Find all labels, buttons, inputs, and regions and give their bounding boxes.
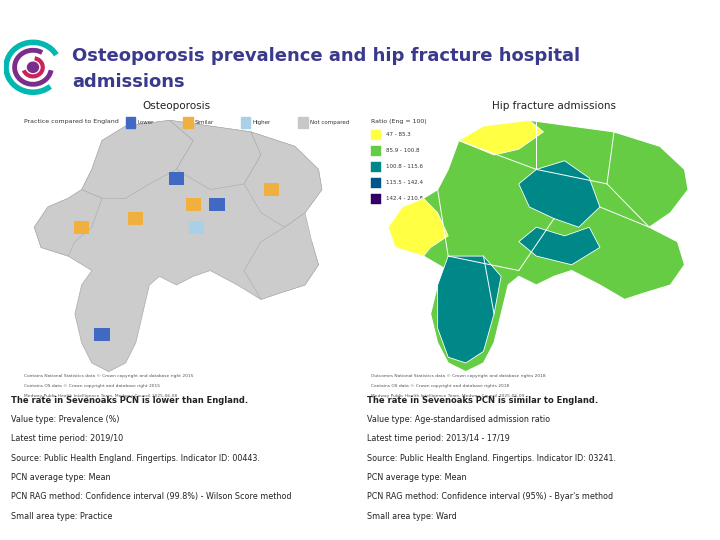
Text: Not compared: Not compared: [310, 120, 349, 125]
Text: Contains National Statistics data © Crown copyright and database right 2015: Contains National Statistics data © Crow…: [24, 374, 194, 378]
Text: Practice compared to England: Practice compared to England: [24, 119, 119, 124]
Text: Latest time period: 2019/10: Latest time period: 2019/10: [11, 434, 122, 443]
Text: Medway Public Health Intelligence Team, Medway Council 2025-06-08: Medway Public Health Intelligence Team, …: [24, 394, 177, 398]
Text: Latest time period: 2013/14 - 17/19: Latest time period: 2013/14 - 17/19: [367, 434, 510, 443]
Polygon shape: [244, 213, 318, 299]
Bar: [74, 221, 89, 234]
Text: 115.5 - 142.4: 115.5 - 142.4: [387, 180, 423, 185]
Bar: [371, 131, 381, 140]
Polygon shape: [518, 161, 600, 227]
Polygon shape: [438, 256, 501, 363]
Bar: [168, 172, 184, 185]
Text: 85.9 - 100.8: 85.9 - 100.8: [387, 148, 420, 153]
Polygon shape: [459, 120, 544, 155]
Polygon shape: [388, 198, 448, 256]
Text: 43: 43: [9, 11, 28, 24]
Polygon shape: [170, 120, 261, 190]
Text: 47 - 85.3: 47 - 85.3: [387, 132, 411, 137]
Text: 142.4 - 210.8: 142.4 - 210.8: [387, 196, 423, 201]
Bar: [186, 198, 201, 211]
Text: Contains OS data © Crown copyright and database rights 2018: Contains OS data © Crown copyright and d…: [371, 384, 509, 388]
Text: The rate in Sevenoaks PCN is lower than England.: The rate in Sevenoaks PCN is lower than …: [11, 396, 248, 405]
Polygon shape: [388, 120, 688, 372]
Text: Similar: Similar: [195, 120, 215, 125]
Text: Osteoporosis prevalence and hip fracture hospital: Osteoporosis prevalence and hip fracture…: [72, 47, 580, 65]
Text: Contains OS data © Crown copyright and database right 2015: Contains OS data © Crown copyright and d…: [24, 384, 161, 388]
Text: Ratio (Eng = 100): Ratio (Eng = 100): [371, 119, 426, 124]
Text: PCN RAG method: Confidence interval (99.8%) - Wilson Score method: PCN RAG method: Confidence interval (99.…: [11, 492, 291, 501]
Bar: [240, 117, 250, 127]
Bar: [371, 162, 381, 172]
Bar: [210, 198, 225, 211]
Text: Hip fracture admissions: Hip fracture admissions: [492, 101, 616, 111]
Polygon shape: [244, 132, 322, 227]
Text: Medway Public Health Intelligence Team, Medway Council 2025-05-09: Medway Public Health Intelligence Team, …: [371, 394, 524, 398]
Bar: [371, 178, 381, 187]
Text: Higher: Higher: [253, 120, 271, 125]
Polygon shape: [35, 120, 322, 372]
Bar: [94, 328, 109, 341]
Text: PCN RAG method: Confidence interval (95%) - Byar's method: PCN RAG method: Confidence interval (95%…: [367, 492, 613, 501]
Text: Value type: Prevalence (%): Value type: Prevalence (%): [11, 415, 119, 424]
Text: Source: Public Health England. Fingertips. Indicator ID: 00443.: Source: Public Health England. Fingertip…: [11, 454, 259, 463]
Text: Osteoporosis: Osteoporosis: [143, 101, 210, 111]
Bar: [264, 183, 279, 196]
Bar: [183, 117, 193, 127]
Text: PCN average type: Mean: PCN average type: Mean: [11, 473, 110, 482]
Bar: [298, 117, 307, 127]
Text: Outcomes National Statistics data © Crown copyright and database rights 2018: Outcomes National Statistics data © Crow…: [371, 374, 545, 378]
Polygon shape: [35, 190, 102, 256]
Bar: [128, 212, 143, 225]
Text: Lower: Lower: [138, 120, 154, 125]
Circle shape: [27, 62, 38, 72]
Text: 100.8 - 115.6: 100.8 - 115.6: [387, 164, 423, 169]
Text: The rate in Sevenoaks PCN is similar to England.: The rate in Sevenoaks PCN is similar to …: [367, 396, 598, 405]
Text: admissions: admissions: [72, 73, 184, 91]
Text: PCN average type: Mean: PCN average type: Mean: [367, 473, 467, 482]
Text: Small area type: Practice: Small area type: Practice: [11, 512, 112, 521]
Bar: [189, 221, 204, 234]
Bar: [125, 117, 135, 127]
Polygon shape: [81, 120, 193, 198]
Text: Small area type: Ward: Small area type: Ward: [367, 512, 457, 521]
Text: Value type: Age-standardised admission ratio: Value type: Age-standardised admission r…: [367, 415, 550, 424]
Text: Source: Public Health England. Fingertips. Indicator ID: 03241.: Source: Public Health England. Fingertip…: [367, 454, 616, 463]
Bar: [371, 146, 381, 156]
Bar: [371, 194, 381, 204]
Polygon shape: [518, 227, 600, 265]
